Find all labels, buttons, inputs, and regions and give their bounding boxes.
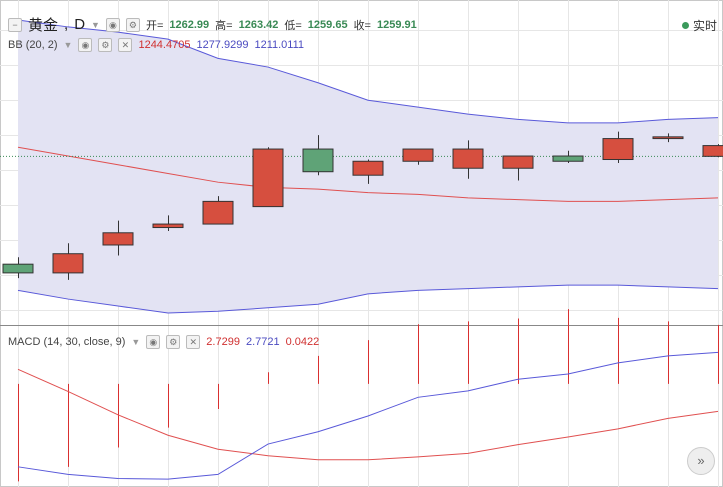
- symbol-title: 黄金: [28, 17, 59, 34]
- bb-basis-line: [17, 146, 719, 202]
- eye-icon[interactable]: ◉: [105, 17, 120, 32]
- open-label: 开=: [145, 19, 164, 32]
- candle-body: [652, 136, 684, 140]
- eye-icon[interactable]: ◉: [78, 38, 93, 52]
- candle-body: [152, 223, 184, 229]
- close-icon[interactable]: ✕: [186, 335, 201, 349]
- chevron-down-icon[interactable]: ▼: [63, 40, 73, 50]
- macd-legend: MACD (14, 30, close, 9) ▼ ◉ ⚙ ✕ 2.7299 2…: [8, 335, 319, 349]
- candle-body: [452, 148, 484, 169]
- macd-histogram-value: 2.7299: [206, 336, 240, 348]
- eye-icon[interactable]: ◉: [146, 335, 161, 349]
- candle-body: [202, 200, 234, 225]
- close-label: 收=: [353, 19, 371, 32]
- bb-upper-line: [17, 19, 719, 124]
- bb-lower-line: [17, 284, 719, 314]
- price-legend: − 黄金, D ▼ ◉ ⚙ 开= 1262.99 高= 1263.42 低= 1…: [8, 14, 417, 35]
- candle-body: [252, 148, 284, 208]
- macd-name: MACD (14, 30, close, 9): [8, 336, 126, 348]
- candle-body: [552, 155, 584, 162]
- status-dot-icon: [681, 22, 689, 29]
- macd-signal-line: [17, 368, 719, 461]
- candle-body: [602, 138, 634, 161]
- macd-line-value: 2.7721: [245, 336, 280, 348]
- close-value: 1259.91: [377, 18, 417, 31]
- close-icon[interactable]: ✕: [118, 38, 133, 52]
- interval-label[interactable]: D: [74, 16, 86, 33]
- candle-body: [52, 253, 84, 274]
- settings-icon[interactable]: ⚙: [98, 38, 113, 52]
- candle-body: [2, 263, 34, 274]
- high-value: 1263.42: [238, 18, 279, 31]
- realtime-indicator[interactable]: 实时: [681, 17, 717, 34]
- bb-legend: BB (20, 2) ▼ ◉ ⚙ ✕ 1244.4705 1277.9299 1…: [8, 38, 304, 52]
- candle-body: [102, 232, 134, 246]
- bb-basis-value: 1244.4705: [138, 39, 191, 51]
- bb-name: BB (20, 2): [8, 39, 58, 51]
- chevron-down-icon[interactable]: ▼: [91, 19, 100, 30]
- candle-body: [502, 155, 534, 169]
- settings-icon[interactable]: ⚙: [125, 17, 140, 32]
- high-label: 高=: [215, 19, 233, 32]
- realtime-label: 实时: [692, 19, 717, 33]
- macd-line: [17, 351, 719, 480]
- candle-body: [352, 160, 384, 176]
- candle-body: [302, 148, 334, 173]
- chevron-down-icon[interactable]: ▼: [131, 337, 141, 347]
- candle-body: [702, 145, 723, 157]
- macd-signal-value: 0.0422: [285, 336, 320, 348]
- minus-box-icon[interactable]: −: [8, 17, 22, 32]
- low-value: 1259.65: [307, 18, 348, 31]
- settings-icon[interactable]: ⚙: [166, 335, 181, 349]
- candle-body: [402, 148, 434, 162]
- bb-upper-value: 1277.9299: [196, 39, 249, 51]
- low-label: 低=: [284, 19, 302, 32]
- open-value: 1262.99: [169, 18, 210, 31]
- bb-lower-value: 1211.0111: [254, 39, 305, 51]
- scroll-to-latest-icon[interactable]: »: [687, 447, 715, 475]
